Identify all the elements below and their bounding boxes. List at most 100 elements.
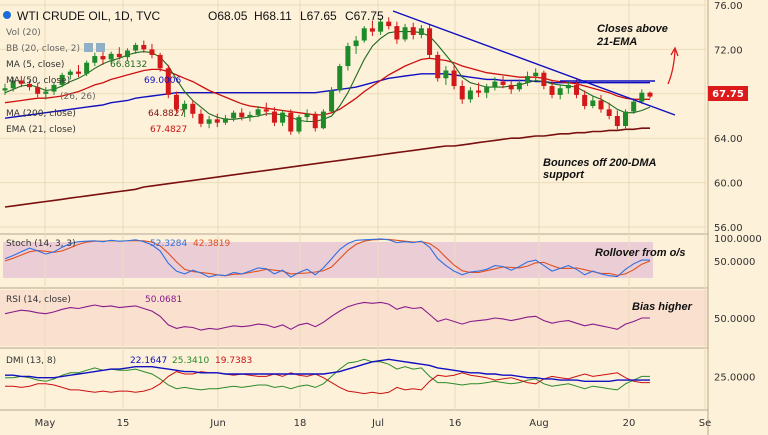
candle-body[interactable] xyxy=(410,27,416,35)
candle-body[interactable] xyxy=(312,113,318,129)
candle-body[interactable] xyxy=(590,100,596,107)
candle-body[interactable] xyxy=(606,109,612,116)
legend-dmi[interactable]: DMI (13, 8) xyxy=(6,356,56,366)
candle-body[interactable] xyxy=(263,109,269,112)
candle-body[interactable] xyxy=(108,53,114,60)
candle-body[interactable] xyxy=(133,44,139,51)
candle-body[interactable] xyxy=(443,70,449,79)
candle-body[interactable] xyxy=(18,80,24,84)
candle-body[interactable] xyxy=(157,54,163,69)
candle-body[interactable] xyxy=(378,21,384,32)
candle-body[interactable] xyxy=(476,90,482,93)
candle-body[interactable] xyxy=(92,56,98,63)
candle-body[interactable] xyxy=(516,82,522,90)
candle-body[interactable] xyxy=(459,86,465,100)
candle-body[interactable] xyxy=(541,72,547,87)
stoch-k-line[interactable] xyxy=(4,238,650,278)
candle-body[interactable] xyxy=(51,84,57,92)
candle-body[interactable] xyxy=(43,91,49,94)
candle-body[interactable] xyxy=(149,49,155,55)
legend-bb[interactable]: BB (20, close, 2) xyxy=(6,44,80,54)
symbol-title[interactable]: WTI CRUDE OIL, 1D, TVC xyxy=(17,9,160,23)
legend-vol[interactable]: Vol (20) xyxy=(6,28,41,38)
candle-body[interactable] xyxy=(75,71,81,74)
candle-body[interactable] xyxy=(361,28,367,41)
candle-body[interactable] xyxy=(386,21,392,27)
candle-body[interactable] xyxy=(565,84,571,89)
legend-ema21[interactable]: EMA (21, close) xyxy=(6,125,76,135)
candle-body[interactable] xyxy=(304,113,310,118)
candle-body[interactable] xyxy=(418,28,424,35)
candle-body[interactable] xyxy=(639,92,645,102)
candle-body[interactable] xyxy=(647,92,653,97)
candle-body[interactable] xyxy=(280,112,286,123)
candle-body[interactable] xyxy=(484,87,490,93)
candle-body[interactable] xyxy=(35,87,41,94)
candle-body[interactable] xyxy=(329,90,335,112)
falling-trendline[interactable] xyxy=(392,10,676,116)
candle-body[interactable] xyxy=(500,81,506,85)
bb-settings-icon[interactable] xyxy=(96,43,105,52)
candle-body[interactable] xyxy=(337,66,343,91)
candle-body[interactable] xyxy=(549,86,555,95)
candle-body[interactable] xyxy=(402,27,408,40)
candle-body[interactable] xyxy=(296,117,302,132)
candle-body[interactable] xyxy=(574,84,580,95)
candle-body[interactable] xyxy=(182,103,188,110)
candle-body[interactable] xyxy=(173,94,179,110)
candle-body[interactable] xyxy=(623,111,629,126)
candle-body[interactable] xyxy=(320,111,326,129)
candle-body[interactable] xyxy=(427,28,433,55)
candle-body[interactable] xyxy=(451,70,457,87)
candle-body[interactable] xyxy=(288,112,294,132)
candle-body[interactable] xyxy=(190,103,196,114)
candle-body[interactable] xyxy=(369,28,375,32)
candle-body[interactable] xyxy=(222,118,228,123)
candle-body[interactable] xyxy=(59,74,65,85)
legend-ma5[interactable]: MA (5, close) xyxy=(6,60,64,70)
candle-body[interactable] xyxy=(141,44,147,50)
candle-body[interactable] xyxy=(84,62,90,74)
candle-body[interactable] xyxy=(2,88,8,91)
candle-body[interactable] xyxy=(165,68,171,95)
candle-body[interactable] xyxy=(631,101,637,112)
candle-body[interactable] xyxy=(533,72,539,77)
candle-body[interactable] xyxy=(239,112,245,118)
legend-ma200[interactable]: MA (200, close) xyxy=(6,109,76,119)
candle-body[interactable] xyxy=(508,84,514,90)
rsi-line[interactable] xyxy=(4,301,650,331)
candle-body[interactable] xyxy=(557,88,563,95)
candle-body[interactable] xyxy=(255,109,261,115)
ma200-line[interactable] xyxy=(4,127,650,208)
bb-eye-icon[interactable] xyxy=(84,43,93,52)
legend-ichimoku[interactable]: (26, 26) xyxy=(60,92,96,102)
candle-body[interactable] xyxy=(10,80,16,89)
candle-body[interactable] xyxy=(598,100,604,110)
candle-body[interactable] xyxy=(206,119,212,124)
candle-body[interactable] xyxy=(247,114,253,118)
candle-body[interactable] xyxy=(231,112,237,119)
candle-body[interactable] xyxy=(271,111,277,123)
candle-body[interactable] xyxy=(353,40,359,47)
candle-body[interactable] xyxy=(67,71,73,75)
candle-body[interactable] xyxy=(116,53,122,58)
candle-body[interactable] xyxy=(614,116,620,126)
candle-body[interactable] xyxy=(394,26,400,40)
legend-ma50[interactable]: MA (50, close) xyxy=(6,76,70,86)
dmi-minus-line[interactable] xyxy=(5,371,650,395)
candle-body[interactable] xyxy=(124,50,130,58)
legend-stoch[interactable]: Stoch (14, 3, 3) xyxy=(6,239,76,249)
candle-body[interactable] xyxy=(214,119,220,123)
candle-body[interactable] xyxy=(582,94,588,107)
candle-body[interactable] xyxy=(345,46,351,67)
legend-rsi[interactable]: RSI (14, close) xyxy=(6,295,71,305)
candle-body[interactable] xyxy=(26,83,32,88)
candle-body[interactable] xyxy=(435,54,441,79)
candle-body[interactable] xyxy=(100,56,106,60)
symbol-status-icon[interactable] xyxy=(3,11,11,19)
candle-body[interactable] xyxy=(492,81,498,88)
candle-body[interactable] xyxy=(525,76,531,83)
candle-body[interactable] xyxy=(198,113,204,124)
dmi-adx-line[interactable] xyxy=(5,358,650,382)
